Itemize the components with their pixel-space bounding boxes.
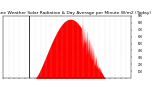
Title: Milwaukee Weather Solar Radiation & Day Average per Minute W/m2 (Today): Milwaukee Weather Solar Radiation & Day …: [0, 11, 151, 15]
